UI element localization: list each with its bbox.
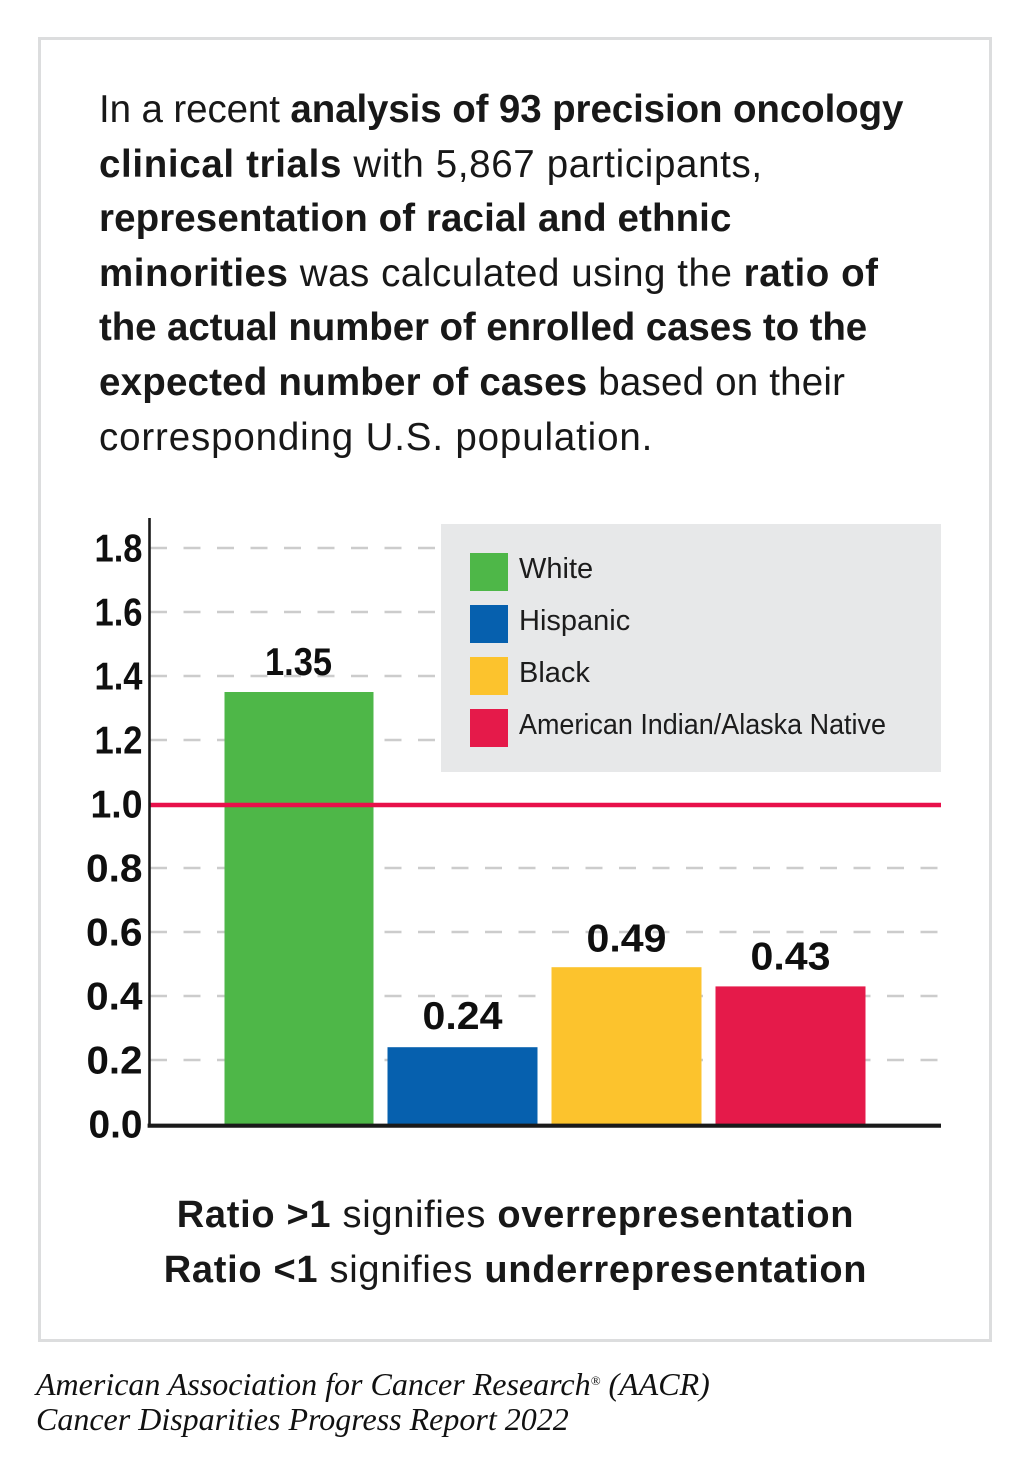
svg-text:Hispanic: Hispanic (519, 605, 630, 637)
svg-text:1.6: 1.6 (95, 592, 143, 635)
svg-text:1.4: 1.4 (95, 656, 143, 699)
svg-text:0.24: 0.24 (423, 995, 503, 1038)
svg-text:Black: Black (519, 657, 590, 689)
svg-text:0.49: 0.49 (587, 917, 667, 960)
svg-text:0.2: 0.2 (87, 1040, 143, 1083)
svg-text:0.8: 0.8 (86, 848, 143, 891)
svg-text:American Indian/Alaska Native: American Indian/Alaska Native (519, 709, 886, 741)
svg-text:1.2: 1.2 (95, 720, 143, 763)
svg-text:White: White (519, 553, 593, 585)
svg-text:0.6: 0.6 (86, 912, 143, 955)
svg-text:0.0: 0.0 (89, 1104, 143, 1147)
svg-text:0.4: 0.4 (86, 976, 143, 1019)
svg-text:0.43: 0.43 (751, 935, 831, 978)
svg-text:1.8: 1.8 (95, 528, 143, 571)
svg-text:1.0: 1.0 (91, 784, 143, 827)
svg-text:1.35: 1.35 (265, 641, 332, 684)
